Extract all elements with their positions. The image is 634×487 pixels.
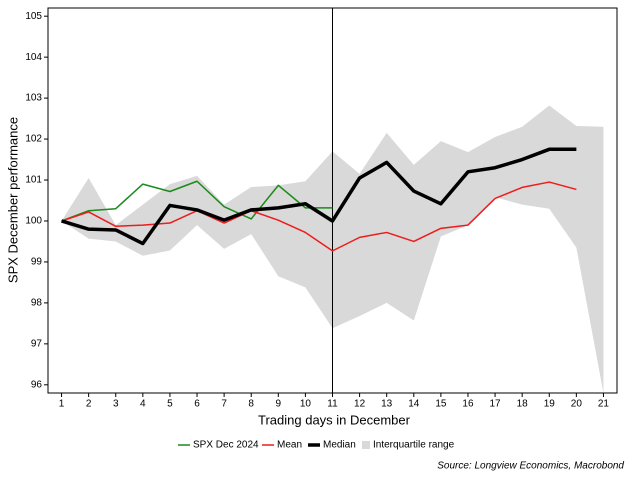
x-tick-label: 3: [113, 399, 119, 410]
y-tick-label: 104: [25, 52, 42, 63]
x-tick-label: 18: [517, 399, 529, 410]
x-tick-label: 15: [435, 399, 447, 410]
x-tick-label: 17: [490, 399, 502, 410]
y-tick-label: 105: [25, 11, 42, 22]
x-tick-label: 9: [276, 399, 282, 410]
legend-label: Interquartile range: [373, 440, 455, 451]
legend-label: Mean: [277, 440, 302, 451]
x-tick-label: 19: [544, 399, 556, 410]
x-tick-label: 11: [327, 399, 338, 410]
x-tick-label: 10: [300, 399, 312, 410]
x-tick-label: 5: [167, 399, 173, 410]
y-tick-label: 101: [25, 175, 42, 186]
series-line: [61, 147, 577, 246]
x-tick-label: 4: [140, 399, 146, 410]
y-tick-label: 100: [25, 216, 42, 227]
x-tick-label: 1: [59, 399, 65, 410]
x-tick-label: 7: [221, 399, 227, 410]
series-line: [61, 180, 333, 222]
y-tick-label: 97: [31, 338, 43, 349]
y-tick-label: 96: [31, 379, 43, 390]
x-tick-label: 2: [86, 399, 92, 410]
y-axis-label: SPX December performance: [5, 117, 20, 283]
series-line: [61, 181, 577, 252]
legend-label: Median: [323, 440, 356, 451]
y-tick-label: 99: [31, 257, 43, 268]
y-tick-label: 98: [31, 298, 43, 309]
x-tick-label: 21: [598, 399, 610, 410]
x-tick-label: 13: [381, 399, 393, 410]
x-tick-label: 8: [248, 399, 254, 410]
x-tick-label: 12: [354, 399, 366, 410]
y-tick-label: 103: [25, 93, 42, 104]
x-tick-label: 20: [571, 399, 583, 410]
legend-label: SPX Dec 2024: [193, 440, 259, 451]
x-axis-label: Trading days in December: [258, 412, 411, 427]
x-tick-label: 16: [462, 399, 474, 410]
x-tick-label: 6: [194, 399, 200, 410]
legend-swatch: [362, 441, 370, 449]
y-tick-label: 102: [25, 134, 42, 145]
source: Source: Longview Economics, Macrobond: [437, 461, 624, 472]
x-tick-label: 14: [408, 399, 420, 410]
